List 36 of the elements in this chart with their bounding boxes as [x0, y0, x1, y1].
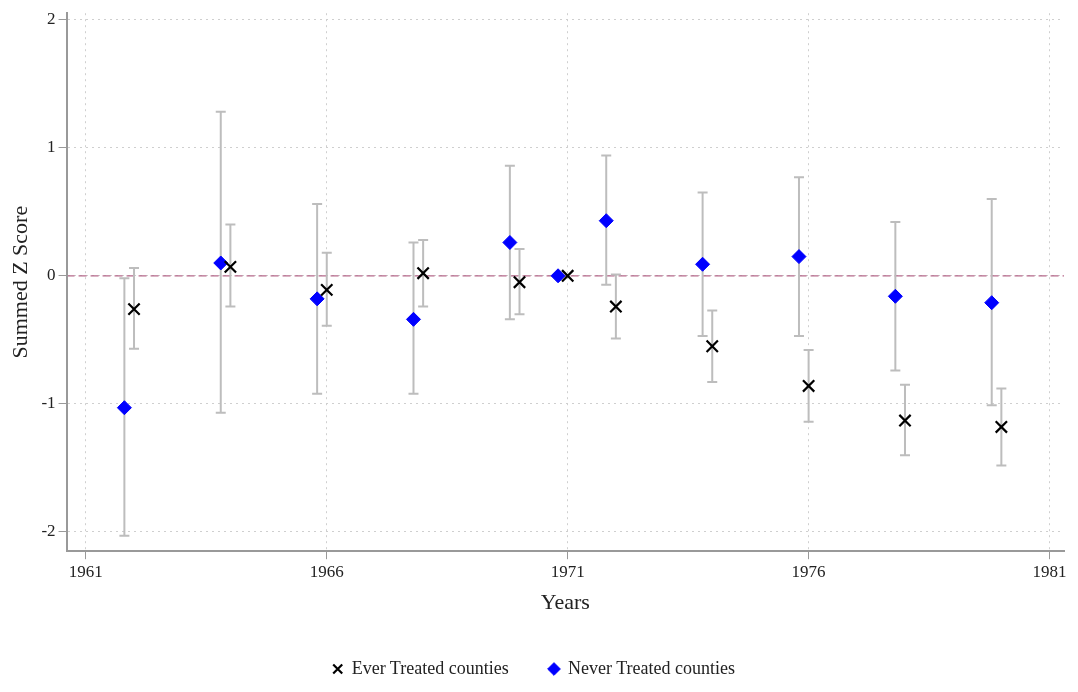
point: [213, 255, 229, 271]
point: [320, 283, 334, 297]
point: [512, 275, 527, 289]
x-tick-label: 1971: [550, 561, 585, 581]
y-tick-label: -2: [41, 521, 56, 541]
legend-label: Ever Treated counties: [351, 657, 509, 678]
y-tick-label: 0: [47, 265, 56, 285]
point: [502, 234, 518, 250]
point: [695, 256, 711, 272]
x-tick-label: 1961: [68, 561, 103, 581]
y-tick-label: 2: [47, 9, 56, 29]
point: [791, 249, 807, 265]
point: [127, 302, 141, 316]
point: [598, 213, 614, 229]
x-tick-label: 1976: [791, 561, 826, 581]
x-axis-title: Years: [540, 588, 590, 614]
point: [801, 379, 816, 393]
x-tick-label: 1981: [1032, 561, 1067, 581]
point: [898, 413, 912, 428]
point: [309, 291, 325, 307]
point: [406, 311, 421, 327]
point: [223, 260, 238, 274]
legend-label: Never Treated counties: [568, 657, 735, 678]
y-axis-title: Summed Z Score: [6, 205, 32, 359]
point: [705, 339, 719, 353]
point: [416, 266, 430, 280]
x-tick-label: 1966: [309, 561, 344, 581]
point: [984, 295, 1000, 311]
point: [116, 400, 132, 416]
point: [550, 268, 566, 284]
point: [560, 269, 575, 283]
point: [887, 288, 903, 304]
y-tick-label: -1: [41, 393, 56, 413]
y-tick-label: 1: [47, 137, 56, 157]
point: [994, 420, 1009, 434]
point: [609, 299, 623, 314]
